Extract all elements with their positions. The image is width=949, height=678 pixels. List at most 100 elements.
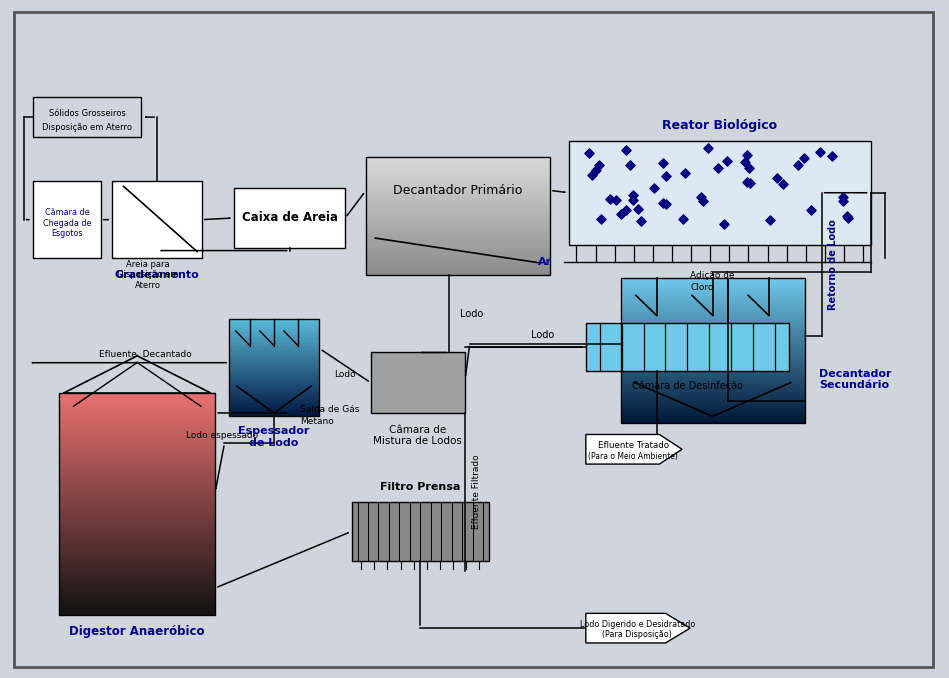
Bar — [230, 319, 319, 416]
Bar — [60, 552, 215, 555]
Bar — [230, 378, 319, 379]
Bar — [621, 353, 805, 355]
Bar — [366, 224, 550, 226]
Point — [769, 173, 784, 184]
Bar — [366, 232, 550, 234]
Bar — [230, 327, 319, 329]
Bar — [60, 515, 215, 519]
Bar — [621, 380, 805, 382]
Bar — [621, 283, 805, 285]
Bar — [621, 387, 805, 389]
Text: Ar: Ar — [538, 257, 552, 266]
Bar — [60, 596, 215, 600]
Bar — [366, 185, 550, 187]
Point — [700, 143, 716, 154]
Point — [625, 189, 641, 200]
Point — [659, 198, 674, 209]
Bar — [366, 228, 550, 230]
FancyArrow shape — [586, 614, 690, 643]
Bar — [621, 291, 805, 293]
Text: Efluente  Decantado: Efluente Decantado — [99, 350, 192, 359]
Bar — [60, 563, 215, 567]
Point — [835, 195, 850, 206]
Bar — [230, 410, 319, 412]
Bar — [60, 471, 215, 474]
Bar — [60, 600, 215, 603]
Bar — [366, 218, 550, 220]
Point — [581, 148, 596, 159]
Bar — [60, 485, 215, 489]
Point — [656, 157, 671, 168]
Text: (Para o Meio Ambiente): (Para o Meio Ambiente) — [588, 452, 679, 460]
Point — [763, 214, 778, 225]
Bar — [230, 400, 319, 401]
Bar — [230, 384, 319, 386]
Text: Areia para: Areia para — [126, 260, 170, 268]
Bar — [621, 377, 805, 380]
Point — [646, 183, 661, 194]
Bar — [230, 372, 319, 374]
Bar — [60, 607, 215, 611]
Bar — [366, 216, 550, 218]
Text: Gradeamento: Gradeamento — [115, 270, 199, 280]
Bar — [621, 363, 805, 365]
Bar — [230, 361, 319, 363]
Bar — [621, 355, 805, 358]
Text: Decantador Primário: Decantador Primário — [393, 184, 523, 197]
Bar — [230, 366, 319, 367]
Bar — [366, 175, 550, 177]
Text: Efluente Tratado: Efluente Tratado — [598, 441, 669, 450]
Bar — [60, 430, 215, 433]
Bar — [621, 281, 805, 283]
Bar — [112, 181, 202, 258]
Bar — [60, 445, 215, 448]
Point — [711, 163, 726, 174]
Bar — [230, 348, 319, 350]
Bar — [230, 356, 319, 358]
Bar — [366, 254, 550, 256]
Bar — [366, 230, 550, 232]
Bar — [366, 238, 550, 240]
Bar — [621, 334, 805, 336]
Bar — [230, 403, 319, 405]
Bar — [230, 330, 319, 332]
Bar — [366, 170, 550, 171]
Point — [812, 146, 828, 157]
Bar — [366, 161, 550, 163]
Bar — [621, 279, 805, 281]
Bar — [230, 376, 319, 378]
Bar — [60, 544, 215, 548]
Point — [743, 177, 758, 188]
Bar — [366, 181, 550, 183]
Bar — [621, 372, 805, 375]
Bar — [60, 393, 215, 615]
Bar — [366, 242, 550, 243]
Text: Filtro Prensa: Filtro Prensa — [380, 482, 460, 492]
Bar — [621, 307, 805, 310]
Bar — [621, 370, 805, 372]
Bar — [60, 433, 215, 437]
Bar — [230, 388, 319, 391]
Bar — [230, 343, 319, 345]
Bar — [230, 358, 319, 359]
Bar — [60, 534, 215, 537]
Point — [737, 156, 753, 167]
Bar — [621, 348, 805, 351]
Bar — [621, 310, 805, 312]
Point — [625, 194, 641, 205]
Bar — [230, 392, 319, 394]
Bar — [33, 97, 141, 137]
Bar — [60, 611, 215, 615]
Bar — [621, 367, 805, 370]
Bar — [60, 407, 215, 412]
Bar — [60, 493, 215, 496]
Bar — [230, 319, 319, 321]
Bar — [366, 256, 550, 258]
Text: Mistura de Lodos: Mistura de Lodos — [374, 436, 462, 446]
Point — [588, 165, 604, 176]
Bar — [230, 408, 319, 410]
Bar — [60, 570, 215, 574]
Bar — [230, 370, 319, 371]
Bar — [230, 322, 319, 323]
Bar — [60, 603, 215, 607]
